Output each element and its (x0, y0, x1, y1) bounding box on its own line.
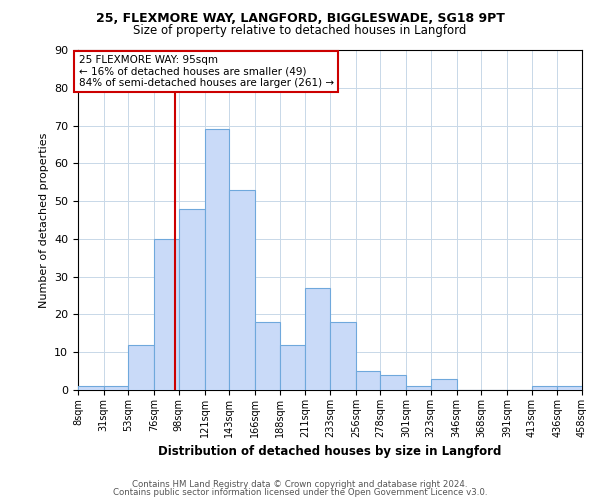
Text: Contains public sector information licensed under the Open Government Licence v3: Contains public sector information licen… (113, 488, 487, 497)
Text: 25 FLEXMORE WAY: 95sqm
← 16% of detached houses are smaller (49)
84% of semi-det: 25 FLEXMORE WAY: 95sqm ← 16% of detached… (79, 55, 334, 88)
Bar (78, 386, 104, 390)
Bar (104, 386, 128, 390)
Bar (431, 378, 457, 390)
Bar (356, 371, 380, 390)
Bar (255, 322, 280, 390)
X-axis label: Distribution of detached houses by size in Langford: Distribution of detached houses by size … (158, 446, 502, 458)
Text: 25, FLEXMORE WAY, LANGFORD, BIGGLESWADE, SG18 9PT: 25, FLEXMORE WAY, LANGFORD, BIGGLESWADE,… (95, 12, 505, 26)
Bar (305, 288, 330, 390)
Bar (154, 239, 179, 390)
Bar (179, 208, 205, 390)
Bar (128, 344, 154, 390)
Bar (205, 130, 229, 390)
Y-axis label: Number of detached properties: Number of detached properties (38, 132, 49, 308)
Bar (557, 386, 582, 390)
Bar (280, 344, 305, 390)
Text: Contains HM Land Registry data © Crown copyright and database right 2024.: Contains HM Land Registry data © Crown c… (132, 480, 468, 489)
Bar (380, 375, 406, 390)
Bar (406, 386, 431, 390)
Bar (330, 322, 356, 390)
Text: Size of property relative to detached houses in Langford: Size of property relative to detached ho… (133, 24, 467, 37)
Bar (229, 190, 255, 390)
Bar (532, 386, 557, 390)
